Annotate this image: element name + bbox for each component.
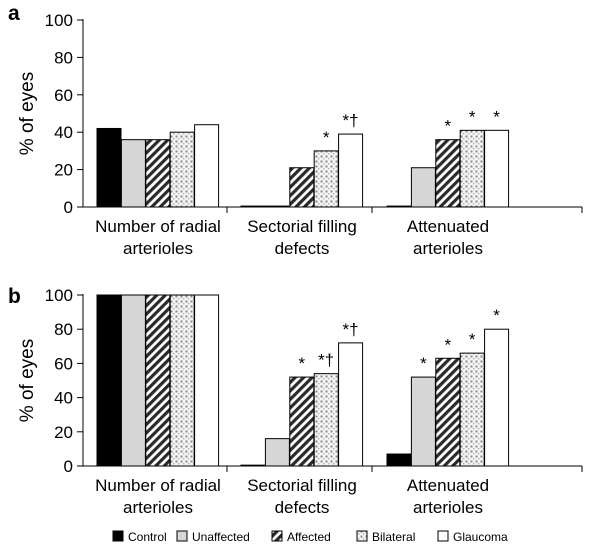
legend-swatch bbox=[112, 530, 124, 542]
legend-label: Unaffected bbox=[192, 530, 250, 544]
bar-affected bbox=[289, 167, 315, 208]
bar-bilateral bbox=[459, 129, 485, 208]
significance-marker: * bbox=[493, 306, 500, 325]
y-tick-label: 80 bbox=[54, 48, 73, 67]
y-tick-label: 40 bbox=[54, 389, 73, 408]
significance-marker: * bbox=[444, 335, 451, 354]
y-tick-label: 40 bbox=[54, 123, 73, 142]
x-tick-label: Sectorial filling bbox=[247, 217, 357, 236]
legend-label: Affected bbox=[287, 530, 331, 544]
significance-marker: * bbox=[469, 330, 476, 349]
x-tick-label: Attenuated bbox=[407, 217, 489, 236]
bar-affected bbox=[145, 139, 171, 208]
y-tick-label: 20 bbox=[54, 423, 73, 442]
bar-glaucoma bbox=[194, 294, 220, 467]
significance-marker: *† bbox=[343, 111, 359, 130]
legend-swatch bbox=[271, 530, 283, 542]
significance-marker: * bbox=[298, 354, 305, 373]
bar-bilateral bbox=[313, 150, 339, 208]
bar-affected bbox=[435, 139, 461, 208]
bar-unaffected bbox=[120, 139, 146, 208]
y-tick-label: 0 bbox=[64, 198, 73, 217]
bar-control bbox=[96, 294, 122, 467]
y-axis-title: % of eyes bbox=[17, 339, 38, 422]
bar-bilateral bbox=[169, 294, 195, 467]
significance-marker: *† bbox=[343, 320, 359, 339]
bar-bilateral bbox=[169, 131, 195, 208]
panel-label: a bbox=[8, 2, 20, 25]
bar-bilateral bbox=[459, 352, 485, 467]
x-tick-label: Number of radial bbox=[95, 476, 221, 495]
bar-control bbox=[386, 205, 412, 208]
chart-panel-a: a % of eyes 0 20 40 60 80 100 Number of radial ar… bbox=[8, 2, 583, 258]
x-tick-label: Number of radial bbox=[95, 217, 221, 236]
bar-affected bbox=[435, 357, 461, 467]
bar-glaucoma bbox=[338, 133, 364, 208]
bar-control bbox=[240, 464, 266, 467]
y-tick-label: 100 bbox=[45, 286, 73, 305]
legend-item-glaucoma: Glaucoma bbox=[437, 530, 508, 544]
bar-unaffected bbox=[410, 376, 436, 467]
bar-control bbox=[240, 205, 266, 208]
panel-label: b bbox=[8, 285, 21, 308]
x-tick-label: arterioles bbox=[413, 498, 483, 517]
bar-control bbox=[96, 127, 122, 208]
significance-marker: * bbox=[493, 107, 500, 126]
x-tick-label: defects bbox=[275, 498, 330, 517]
chart-legend: Control Unaffected Affected Bilateral Glauco… bbox=[112, 530, 508, 544]
bar-glaucoma bbox=[338, 342, 364, 467]
legend-swatch bbox=[356, 530, 368, 542]
significance-marker: *† bbox=[318, 351, 334, 370]
legend-swatch bbox=[437, 530, 449, 542]
legend-item-control: Control bbox=[112, 530, 167, 544]
x-tick-label: arterioles bbox=[413, 239, 483, 258]
legend-label: Glaucoma bbox=[453, 530, 508, 544]
bar-unaffected bbox=[120, 294, 146, 467]
bar-glaucoma bbox=[484, 328, 510, 467]
legend-item-bilateral: Bilateral bbox=[356, 530, 415, 544]
bar-affected bbox=[145, 294, 171, 467]
chart-panel-b: b % of eyes 0 20 40 60 80 100 Number of radial ar… bbox=[8, 285, 583, 517]
bar-glaucoma bbox=[194, 124, 220, 208]
bar-control bbox=[386, 453, 412, 467]
y-tick-label: 20 bbox=[54, 161, 73, 180]
significance-marker: * bbox=[444, 117, 451, 136]
bar-affected bbox=[289, 376, 315, 467]
bar-unaffected bbox=[264, 438, 290, 467]
x-tick-label: Sectorial filling bbox=[247, 476, 357, 495]
x-tick-label: arterioles bbox=[123, 498, 193, 517]
y-tick-label: 100 bbox=[45, 11, 73, 30]
y-axis-title: % of eyes bbox=[17, 72, 38, 155]
y-tick-label: 60 bbox=[54, 86, 73, 105]
legend-label: Bilateral bbox=[372, 530, 415, 544]
significance-marker: * bbox=[469, 107, 476, 126]
x-tick-label: Attenuated bbox=[407, 476, 489, 495]
legend-item-affected: Affected bbox=[271, 530, 331, 544]
bar-unaffected bbox=[264, 205, 290, 208]
legend-label: Control bbox=[128, 530, 167, 544]
x-tick-label: defects bbox=[275, 239, 330, 258]
bar-glaucoma bbox=[484, 129, 510, 208]
y-tick-label: 80 bbox=[54, 320, 73, 339]
significance-marker: * bbox=[420, 354, 427, 373]
bar-bilateral bbox=[313, 373, 339, 467]
x-tick-label: arterioles bbox=[123, 239, 193, 258]
y-tick-label: 0 bbox=[64, 457, 73, 476]
legend-swatch bbox=[176, 530, 188, 542]
bar-unaffected bbox=[410, 167, 436, 208]
legend-item-unaffected: Unaffected bbox=[176, 530, 250, 544]
significance-marker: * bbox=[323, 128, 330, 147]
y-tick-label: 60 bbox=[54, 354, 73, 373]
